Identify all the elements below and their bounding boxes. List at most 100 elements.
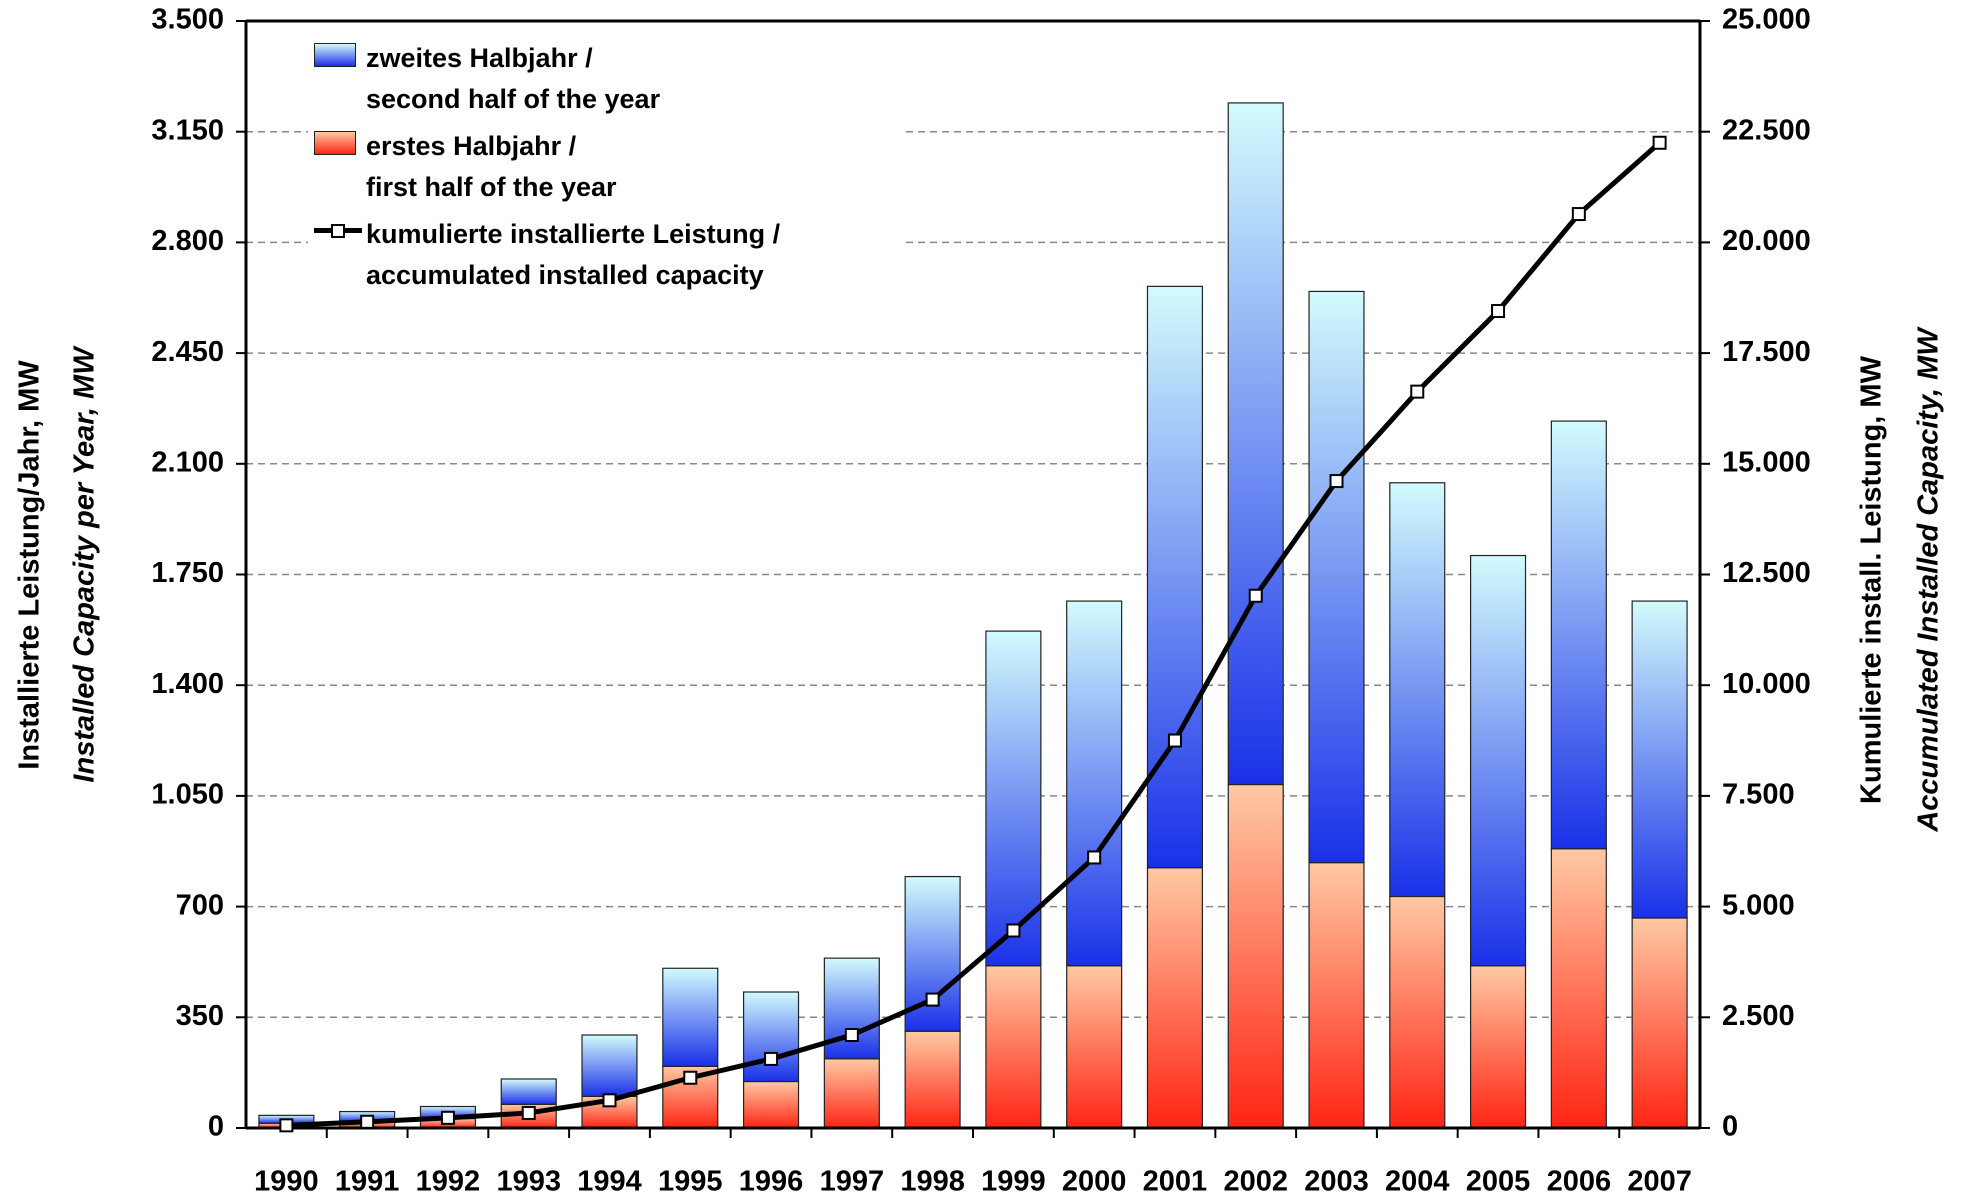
x-tick-label: 2002	[1223, 1166, 1288, 1198]
bar	[1389, 482, 1446, 898]
x-tick-label: 1999	[981, 1166, 1046, 1198]
x-tick-label: 2001	[1143, 1166, 1208, 1198]
bar	[1631, 600, 1688, 919]
line-marker	[360, 1114, 375, 1129]
bar	[985, 965, 1042, 1129]
x-tick-label: 1990	[254, 1166, 319, 1198]
bar	[1469, 965, 1527, 1129]
y-tick-label: 0	[208, 1111, 224, 1143]
y2-tick-label: 12.500	[1722, 557, 1811, 589]
y2-axis-label: Kumulierte install. Leistung, MW	[1856, 355, 1888, 804]
bar	[1308, 862, 1365, 1129]
y-tick-label: 2.800	[151, 225, 224, 257]
y-tick-label: 2.100	[151, 446, 224, 478]
y-axis-label: Installierte Leistung/Jahr, MW	[14, 360, 46, 770]
line-marker	[1006, 923, 1021, 938]
line-marker	[1491, 304, 1506, 319]
line	[286, 140, 1662, 1128]
x-tick-label: 1995	[658, 1166, 723, 1198]
bar	[1146, 285, 1204, 869]
bar	[662, 967, 719, 1067]
y-tick-label: 3.500	[151, 4, 224, 36]
y-tick-label: 1.400	[151, 668, 224, 700]
y2-axis-label: Accumulated Installed Capacity, MW	[1913, 326, 1945, 833]
bar	[1389, 895, 1446, 1129]
legend-label: kumulierte installierte Leistung / accum…	[366, 219, 781, 290]
legend: zweites Halbjahr / second half of the ye…	[308, 34, 905, 310]
y2-tick-label: 0	[1722, 1111, 1738, 1143]
bar	[1146, 867, 1204, 1129]
y-tick-label: 700	[176, 889, 224, 921]
x-tick-label: 2003	[1304, 1166, 1369, 1198]
y2-tick-label: 5.000	[1722, 889, 1795, 921]
line-marker	[683, 1070, 698, 1085]
bar	[1227, 102, 1284, 786]
legend-label: erstes Halbjahr / first half of the year	[366, 131, 617, 202]
bar	[742, 991, 800, 1083]
line-marker	[764, 1051, 779, 1066]
y-tick-label: 2.450	[151, 336, 224, 368]
x-tick-label: 2006	[1547, 1166, 1612, 1198]
legend-swatch	[314, 43, 356, 67]
bar	[1066, 965, 1123, 1129]
bar	[823, 957, 880, 1060]
y2-tick-label: 17.500	[1722, 336, 1811, 368]
bar	[581, 1034, 638, 1097]
line-marker	[1248, 588, 1263, 603]
legend-item: kumulierte installierte Leistung / accum…	[314, 214, 899, 296]
bar	[1308, 290, 1365, 864]
line-marker	[440, 1110, 455, 1125]
bar	[1227, 783, 1284, 1129]
x-tick-label: 2000	[1062, 1166, 1127, 1198]
y-tick-label: 1.050	[151, 779, 224, 811]
line-marker	[602, 1093, 617, 1108]
y2-tick-label: 10.000	[1722, 668, 1811, 700]
bar	[1550, 848, 1607, 1129]
bar	[742, 1080, 800, 1129]
legend-swatch	[314, 219, 362, 243]
legend-item: zweites Halbjahr / second half of the ye…	[314, 38, 899, 120]
y-tick-label: 3.150	[151, 114, 224, 146]
y2-tick-label: 20.000	[1722, 225, 1811, 257]
line-marker	[1410, 384, 1425, 399]
bar	[823, 1058, 880, 1129]
line-marker	[925, 992, 940, 1007]
line-marker	[1087, 850, 1102, 865]
legend-label: zweites Halbjahr / second half of the ye…	[366, 43, 661, 114]
x-tick-label: 1997	[820, 1166, 885, 1198]
x-tick-label: 2004	[1385, 1166, 1450, 1198]
x-tick-label: 1993	[496, 1166, 561, 1198]
x-tick-label: 1998	[900, 1166, 965, 1198]
line-marker	[1167, 733, 1182, 748]
bar	[500, 1078, 557, 1105]
bar	[1066, 600, 1123, 967]
bar	[985, 630, 1042, 967]
y-tick-label: 350	[176, 1000, 224, 1032]
y2-tick-label: 25.000	[1722, 4, 1811, 36]
line-marker	[844, 1028, 859, 1043]
x-tick-label: 1994	[577, 1166, 642, 1198]
y2-tick-label: 7.500	[1722, 779, 1795, 811]
legend-swatch	[314, 131, 356, 155]
line-marker	[1652, 135, 1667, 150]
x-tick-label: 1991	[335, 1166, 400, 1198]
legend-item: erstes Halbjahr / first half of the year	[314, 126, 899, 208]
line-marker	[1329, 474, 1344, 489]
line-marker	[1571, 207, 1586, 222]
x-tick-label: 1996	[739, 1166, 804, 1198]
bar	[904, 1030, 961, 1129]
line-marker	[521, 1105, 536, 1120]
x-tick-label: 2005	[1466, 1166, 1531, 1198]
y-axis-label: Installed Capacity per Year, MW	[69, 345, 101, 783]
bar	[1469, 554, 1527, 967]
y2-tick-label: 22.500	[1722, 114, 1811, 146]
y2-tick-label: 15.000	[1722, 446, 1811, 478]
x-tick-label: 2007	[1627, 1166, 1692, 1198]
y-tick-label: 1.750	[151, 557, 224, 589]
y2-tick-label: 2.500	[1722, 1000, 1795, 1032]
bar	[1550, 420, 1607, 850]
x-tick-label: 1992	[416, 1166, 481, 1198]
bar	[1631, 917, 1688, 1129]
